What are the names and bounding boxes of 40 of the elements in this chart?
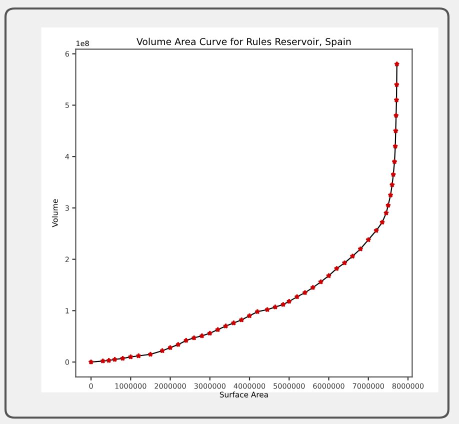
point (385, 202, 391, 208)
point (393, 112, 399, 118)
point (136, 352, 142, 358)
point (280, 302, 286, 307)
point (350, 253, 356, 259)
point (199, 332, 205, 338)
point (222, 323, 229, 329)
point (272, 304, 278, 310)
point (373, 228, 380, 234)
point (183, 338, 189, 343)
point (358, 246, 364, 252)
point (394, 97, 400, 103)
point (302, 290, 308, 296)
point (390, 172, 396, 178)
chart-title: Volume Area Curve for Rules Reservoir, Spain (136, 38, 351, 47)
point (310, 284, 316, 290)
point (175, 342, 181, 348)
point (88, 359, 94, 365)
point (230, 320, 236, 326)
point (148, 351, 154, 357)
point (392, 128, 399, 134)
point (334, 266, 340, 272)
point (294, 294, 300, 300)
point (167, 344, 174, 350)
point (207, 330, 213, 336)
point (112, 356, 118, 362)
point (394, 82, 400, 88)
point (286, 298, 292, 304)
point (106, 358, 112, 363)
point (264, 306, 270, 312)
point (366, 236, 372, 242)
point (394, 61, 400, 67)
point (388, 192, 394, 198)
point (389, 182, 395, 188)
point (392, 158, 398, 164)
point (100, 358, 106, 364)
point (215, 326, 221, 332)
point (120, 356, 126, 361)
point (383, 210, 389, 216)
point (246, 312, 252, 318)
